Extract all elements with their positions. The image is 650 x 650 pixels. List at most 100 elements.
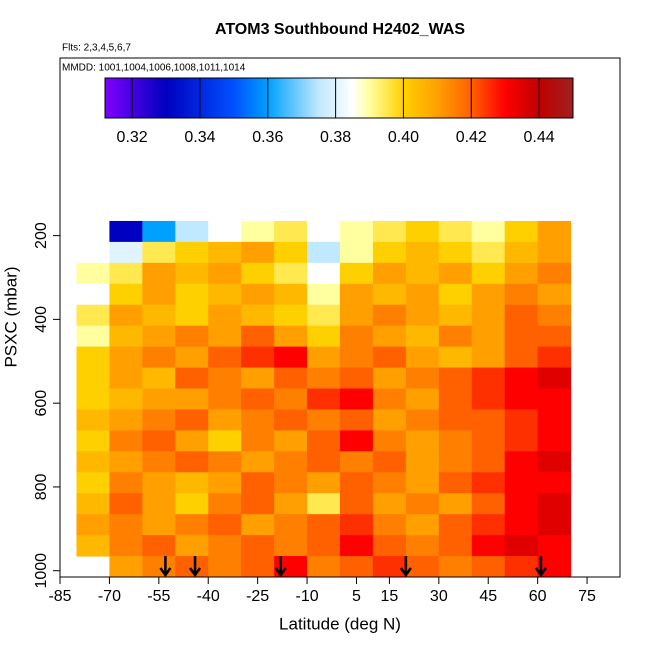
heat-cell	[175, 472, 209, 494]
heat-cell	[372, 283, 407, 306]
heat-cell	[340, 493, 374, 515]
heat-cell	[307, 514, 341, 536]
heat-cell	[142, 430, 176, 452]
heat-cell	[504, 262, 539, 285]
heat-cell	[208, 514, 242, 536]
heat-cell	[372, 241, 407, 264]
heat-cell	[438, 451, 473, 473]
heat-cell	[471, 325, 506, 348]
arrow-marker	[534, 556, 547, 578]
heat-cell	[372, 493, 407, 515]
x-tick-label: 45	[479, 588, 497, 605]
heat-cell	[208, 367, 242, 390]
colorbar-tick-label: 0.34	[184, 129, 215, 146]
heat-cell	[274, 451, 308, 473]
heat-cell	[537, 472, 572, 494]
heat-cell	[405, 262, 440, 285]
heat-cell	[142, 451, 176, 473]
heat-cell	[504, 472, 539, 494]
heat-cell	[76, 367, 110, 390]
heat-cell	[372, 220, 407, 243]
heat-cell	[471, 304, 506, 327]
heat-cell	[340, 262, 374, 285]
heat-cell	[175, 556, 209, 577]
y-tick-label: 600	[33, 390, 50, 417]
heat-cell	[76, 409, 110, 431]
heat-cell	[372, 514, 407, 536]
heat-cell	[208, 430, 242, 452]
heat-cell	[438, 472, 473, 494]
heat-cell	[241, 535, 275, 557]
heat-cell	[274, 262, 308, 285]
heat-cell	[537, 535, 572, 557]
heat-cell	[76, 325, 110, 348]
heat-cell	[142, 262, 176, 285]
heat-cell	[471, 367, 506, 390]
heat-cell	[405, 346, 440, 369]
colorbar-tick-label: 0.44	[524, 129, 555, 146]
heat-cell	[307, 409, 341, 431]
heat-cell	[109, 283, 143, 306]
heat-cell	[405, 514, 440, 536]
heat-cell	[405, 304, 440, 327]
heat-cell	[537, 346, 572, 369]
heat-cell	[504, 535, 539, 557]
colorbar	[104, 77, 574, 119]
heat-cell	[76, 514, 110, 536]
heat-cell	[372, 367, 407, 390]
heat-cell	[241, 220, 275, 243]
heat-cell	[208, 304, 242, 327]
y-axis-label: PSXC (mbar)	[1, 266, 20, 367]
heat-cell	[274, 304, 308, 327]
heat-cell	[241, 493, 275, 515]
heat-cell	[175, 388, 209, 410]
heat-cell	[274, 283, 308, 306]
heat-cell	[175, 451, 209, 473]
heat-cell	[307, 451, 341, 473]
heat-cell	[76, 388, 110, 410]
heat-cell	[405, 430, 440, 452]
heat-cell	[274, 409, 308, 431]
heat-cell	[109, 409, 143, 431]
heat-cell	[471, 472, 506, 494]
heat-cell	[142, 367, 176, 390]
heat-cell	[504, 346, 539, 369]
heat-cell	[175, 514, 209, 536]
heat-cell	[142, 472, 176, 494]
heat-cell	[76, 493, 110, 515]
heat-cell	[438, 241, 473, 264]
heat-cell	[142, 493, 176, 515]
heat-cell	[208, 472, 242, 494]
heat-cell	[471, 220, 506, 243]
x-tick-label: 5	[352, 588, 361, 605]
heat-cell	[241, 556, 275, 577]
heat-cell	[208, 451, 242, 473]
heat-cell	[307, 283, 341, 306]
heat-cell	[109, 430, 143, 452]
heat-cell	[175, 262, 209, 285]
heat-cell	[274, 367, 308, 390]
heat-cell	[142, 409, 176, 431]
heat-cell	[340, 451, 374, 473]
heat-cell	[405, 367, 440, 390]
heat-cell	[175, 304, 209, 327]
heat-cell	[438, 283, 473, 306]
x-tick-label: 30	[430, 588, 448, 605]
heat-cell	[405, 493, 440, 515]
heat-cell	[372, 262, 407, 285]
heat-cell	[274, 430, 308, 452]
heat-cell	[438, 430, 473, 452]
x-tick-label: -70	[98, 588, 121, 605]
heat-cell	[372, 451, 407, 473]
heat-cell	[405, 325, 440, 348]
heat-cell	[372, 304, 407, 327]
heat-cell	[537, 388, 572, 410]
heat-cell	[504, 493, 539, 515]
heat-cell	[208, 535, 242, 557]
heat-cell	[504, 367, 539, 390]
heat-cell	[307, 535, 341, 557]
heat-cell	[142, 283, 176, 306]
heat-cell	[340, 220, 374, 243]
heat-cell	[307, 493, 341, 515]
heat-cell	[241, 430, 275, 452]
